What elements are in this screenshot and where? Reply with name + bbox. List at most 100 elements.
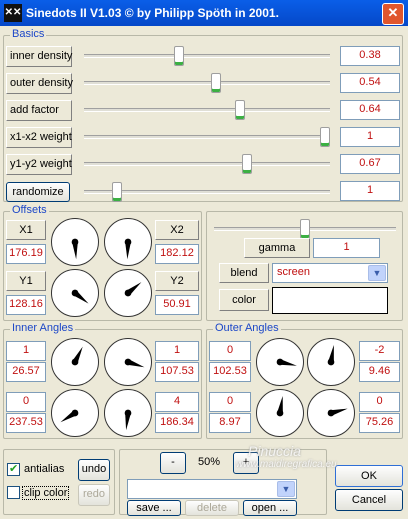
add-factor-label: add factor [6, 100, 72, 121]
save-preset-button[interactable]: save ... [127, 500, 181, 516]
inner-density-label: inner density [6, 46, 72, 67]
y1-value[interactable]: 128.16 [6, 295, 46, 315]
outer-rb-count[interactable]: 0 [359, 392, 400, 412]
x1-x2-weight-slider-track[interactable] [84, 135, 330, 139]
inner-density-value[interactable]: 0.38 [340, 46, 400, 66]
add-factor-slider-thumb[interactable] [235, 100, 246, 120]
outer-rt-value[interactable]: 9.46 [359, 362, 400, 382]
zoom-level: 50% [197, 456, 221, 468]
inner-lt-value[interactable]: 26.57 [6, 362, 46, 382]
randomize-value[interactable]: 1 [340, 181, 400, 201]
outer-lb-value[interactable]: 8.97 [209, 413, 251, 433]
x2-dial[interactable] [104, 218, 152, 266]
randomize-slider-track[interactable] [84, 190, 330, 194]
y1-y2-weight-slider-track[interactable] [84, 162, 330, 166]
dial-hub [124, 409, 132, 417]
delete-preset-button[interactable]: delete [185, 500, 239, 516]
y1-y2-weight-value[interactable]: 0.67 [340, 154, 400, 174]
outer-density-slider-track[interactable] [84, 81, 330, 85]
outer-lt-count[interactable]: 0 [209, 341, 251, 361]
outer-angles-group: Outer Angles [206, 322, 403, 439]
watermark-url: www.maidiregrafica.eu [236, 459, 337, 470]
randomize-button[interactable]: randomize [6, 182, 70, 202]
outer-lb-dial[interactable] [256, 389, 304, 437]
gamma-value[interactable]: 1 [313, 238, 380, 258]
basics-group: Basics [3, 28, 403, 202]
dial-needle [328, 344, 334, 363]
y2-value[interactable]: 50.91 [155, 295, 199, 315]
x1-x2-weight-value[interactable]: 1 [340, 127, 400, 147]
undo-button[interactable]: undo [78, 459, 110, 481]
add-factor-slider-track[interactable] [84, 108, 330, 112]
gamma-slider-thumb[interactable] [300, 219, 310, 239]
inner-rt-dial[interactable] [104, 338, 152, 386]
clip-color-checkbox[interactable] [7, 486, 20, 499]
x1-dial[interactable] [51, 218, 99, 266]
preset-select[interactable]: ▼ [127, 479, 297, 499]
x1-x2-weight-slider-thumb[interactable] [320, 127, 330, 147]
inner-lt-count[interactable]: 1 [6, 341, 46, 361]
basics-title: Basics [10, 28, 47, 40]
inner-density-slider-thumb[interactable] [173, 46, 184, 66]
x2-value[interactable]: 182.12 [155, 244, 199, 264]
dial-hub [71, 238, 79, 246]
title-bar[interactable]: ✕✕ Sinedots II V1.03 © by Philipp Spöth … [0, 0, 408, 26]
y1-label: Y1 [6, 271, 46, 291]
ok-button[interactable]: OK [335, 465, 403, 487]
outer-density-value[interactable]: 0.54 [340, 73, 400, 93]
antialias-checkbox[interactable] [7, 462, 20, 476]
zoom-out-button[interactable]: - [160, 452, 186, 474]
outer-density-slider-thumb[interactable] [211, 73, 222, 93]
outer-rb-dial[interactable] [307, 389, 355, 437]
dial-hub [124, 358, 132, 366]
dial-hub [71, 409, 79, 417]
outer-lt-dial[interactable] [256, 338, 304, 386]
add-factor-value[interactable]: 0.64 [340, 100, 400, 120]
options-group [3, 449, 115, 515]
x1-x2-weight-label: x1-x2 weight [6, 127, 72, 148]
inner-rb-count[interactable]: 4 [155, 392, 199, 412]
outer-density-label: outer density [6, 73, 73, 94]
open-preset-button[interactable]: open ... [243, 500, 297, 516]
dial-needle [127, 359, 145, 368]
x1-value[interactable]: 176.19 [6, 244, 46, 264]
redo-button[interactable]: redo [78, 484, 110, 506]
render-options-group [206, 211, 403, 321]
inner-rb-value[interactable]: 186.34 [155, 413, 199, 433]
dial-needle [125, 241, 131, 260]
clip-color-label: clip color [22, 486, 70, 500]
inner-density-slider-track[interactable] [84, 54, 330, 58]
randomize-slider-thumb[interactable] [112, 182, 123, 202]
inner-rt-value[interactable]: 107.53 [155, 362, 199, 382]
offsets-title: Offsets [10, 204, 49, 216]
y1-dial[interactable] [51, 269, 99, 317]
blend-selected-value: screen [277, 266, 311, 278]
dial-needle [279, 359, 297, 366]
y1-y2-weight-slider-thumb[interactable] [242, 154, 253, 174]
chevron-down-icon[interactable]: ▼ [368, 265, 386, 281]
dial-needle [277, 395, 283, 414]
close-button[interactable]: ✕ [382, 3, 404, 25]
outer-lt-value[interactable]: 102.53 [209, 362, 251, 382]
inner-angles-title: Inner Angles [10, 322, 76, 334]
inner-lb-dial[interactable] [51, 389, 99, 437]
dial-hub [327, 358, 335, 366]
chevron-down-icon[interactable]: ▼ [277, 481, 295, 497]
outer-rt-dial[interactable] [307, 338, 355, 386]
cancel-button[interactable]: Cancel [335, 489, 403, 511]
outer-rb-value[interactable]: 75.26 [359, 413, 400, 433]
color-swatch[interactable] [272, 287, 388, 314]
blend-select[interactable]: screen ▼ [272, 263, 388, 283]
outer-rt-count[interactable]: -2 [359, 341, 400, 361]
window-title: Sinedots II V1.03 © by Philipp Spöth in … [26, 6, 279, 20]
zoom-in-button[interactable]: + [233, 452, 259, 474]
inner-lt-dial[interactable] [51, 338, 99, 386]
gamma-label: gamma [244, 238, 310, 258]
y2-dial[interactable] [104, 269, 152, 317]
dial-hub [276, 358, 284, 366]
inner-lb-value[interactable]: 237.53 [6, 413, 46, 433]
outer-lb-count[interactable]: 0 [209, 392, 251, 412]
inner-rt-count[interactable]: 1 [155, 341, 199, 361]
inner-rb-dial[interactable] [104, 389, 152, 437]
inner-lb-count[interactable]: 0 [6, 392, 46, 412]
